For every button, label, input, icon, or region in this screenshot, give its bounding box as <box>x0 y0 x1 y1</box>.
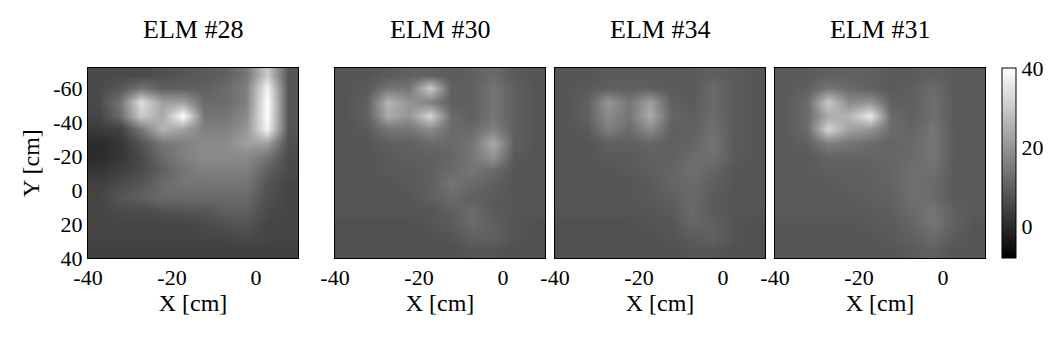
svg-text:-40: -40 <box>540 265 569 290</box>
svg-text:ELM #30: ELM #30 <box>390 15 490 44</box>
svg-text:X [cm]: X [cm] <box>626 290 695 316</box>
svg-text:0: 0 <box>498 265 509 290</box>
svg-text:-60: -60 <box>53 76 82 101</box>
svg-text:X [cm]: X [cm] <box>406 290 475 316</box>
svg-text:20: 20 <box>1021 135 1043 160</box>
svg-text:-20: -20 <box>157 265 186 290</box>
svg-text:ELM #31: ELM #31 <box>830 15 930 44</box>
svg-text:X [cm]: X [cm] <box>159 290 228 316</box>
svg-text:-40: -40 <box>53 110 82 135</box>
svg-text:Y [cm]: Y [cm] <box>18 129 44 197</box>
svg-text:0: 0 <box>72 178 83 203</box>
svg-text:0: 0 <box>718 265 729 290</box>
svg-text:ELM #34: ELM #34 <box>610 15 710 44</box>
svg-text:ELM #28: ELM #28 <box>143 15 243 44</box>
svg-text:-40: -40 <box>73 265 102 290</box>
svg-text:-20: -20 <box>53 144 82 169</box>
svg-text:X [cm]: X [cm] <box>846 290 915 316</box>
svg-text:-20: -20 <box>624 265 653 290</box>
svg-text:0: 0 <box>251 265 262 290</box>
svg-text:-40: -40 <box>320 265 349 290</box>
svg-text:40: 40 <box>61 246 83 271</box>
svg-text:0: 0 <box>1021 214 1032 239</box>
svg-text:0: 0 <box>938 265 949 290</box>
svg-text:40: 40 <box>1021 56 1043 81</box>
svg-text:-40: -40 <box>760 265 789 290</box>
svg-text:20: 20 <box>61 212 83 237</box>
svg-text:-20: -20 <box>844 265 873 290</box>
svg-text:-20: -20 <box>404 265 433 290</box>
